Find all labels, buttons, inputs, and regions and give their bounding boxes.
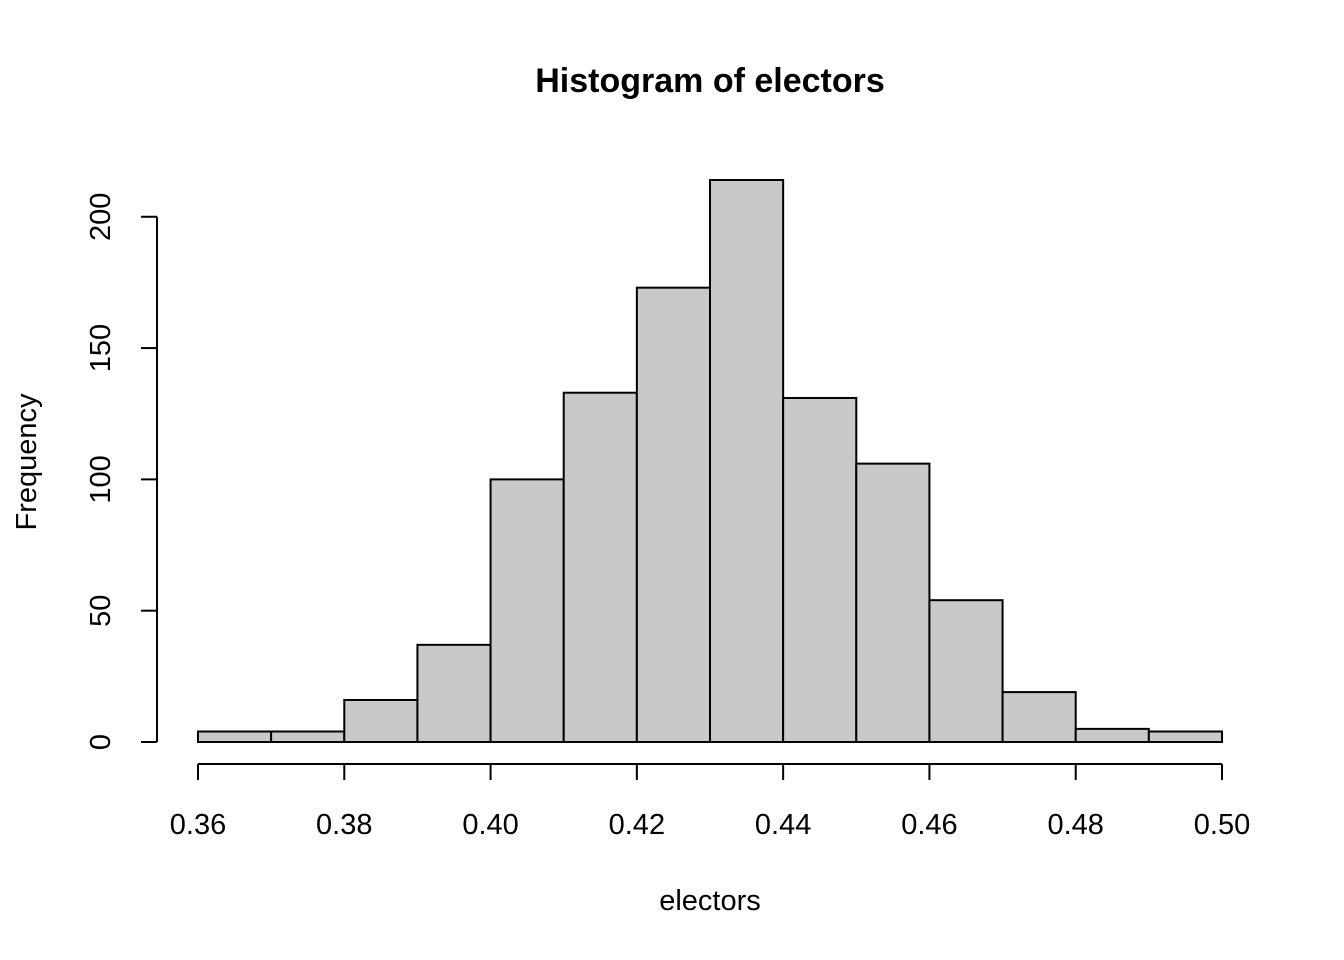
histogram-bar (709, 179, 785, 743)
x-tick-label: 0.40 (462, 809, 518, 841)
x-axis-ticks: 0.36 0.38 0.40 0.42 0.44 0.46 0.48 0.50 (170, 764, 1250, 841)
x-axis-label: electors (659, 885, 761, 917)
histogram-bar (1001, 691, 1077, 743)
x-tick-label: 0.44 (755, 809, 811, 841)
y-tick-label: 150 (85, 324, 117, 372)
histogram-bar (1147, 730, 1224, 743)
histogram-bar (489, 478, 565, 743)
bars-group (197, 179, 1224, 744)
histogram-bar (928, 599, 1004, 743)
histogram-bar (782, 396, 858, 743)
y-tick-label: 100 (85, 455, 117, 503)
histogram-bar (635, 286, 711, 743)
x-tick-label: 0.36 (170, 809, 226, 841)
x-tick-label: 0.46 (901, 809, 957, 841)
x-tick-label: 0.48 (1047, 809, 1103, 841)
y-tick-label: 0 (85, 734, 117, 750)
histogram-bar (416, 643, 492, 744)
y-tick-label: 200 (85, 193, 117, 241)
x-tick-label: 0.38 (316, 809, 372, 841)
histogram-bar (562, 391, 638, 743)
y-tick-label: 50 (85, 595, 117, 627)
y-axis-ticks: 0 50 100 150 200 (85, 193, 157, 750)
x-tick-label: 0.42 (609, 809, 665, 841)
histogram-bar (270, 730, 346, 743)
histogram-bar (343, 698, 419, 744)
y-axis-label: Frequency (11, 393, 43, 531)
histogram-bar (855, 462, 931, 743)
chart-title: Histogram of electors (535, 62, 885, 100)
histogram-bar (1074, 727, 1150, 743)
histogram-bar (197, 730, 273, 743)
x-tick-label: 0.50 (1194, 809, 1250, 841)
